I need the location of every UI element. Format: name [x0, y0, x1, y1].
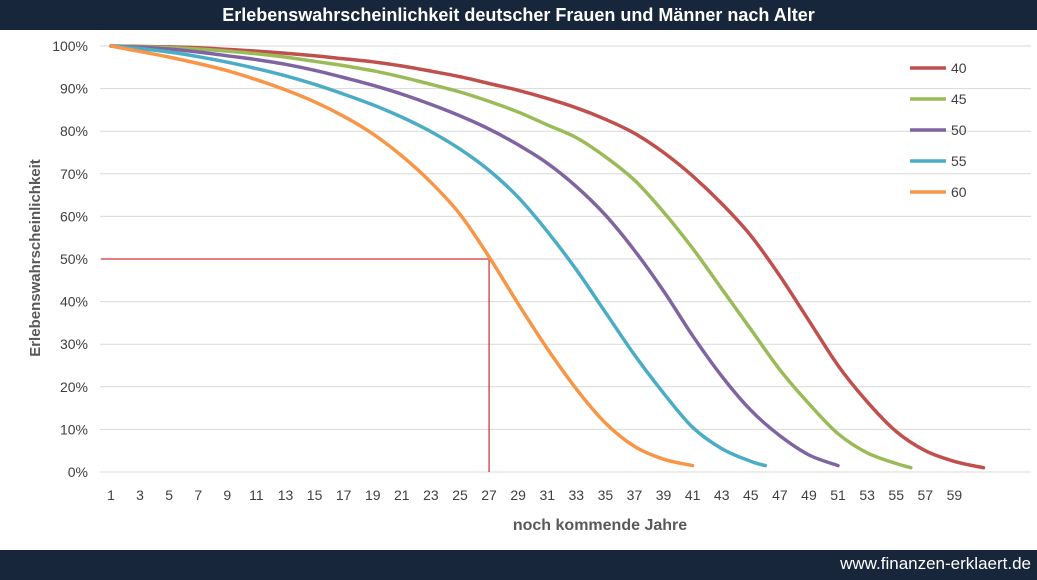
- x-tick-label: 57: [918, 487, 934, 503]
- footer-bar: www.finanzen-erklaert.de: [0, 550, 1037, 580]
- y-axis-label: Erlebenswahrscheinlichkeit: [27, 159, 44, 357]
- x-tick-label: 21: [394, 487, 410, 503]
- x-tick-label: 5: [165, 487, 173, 503]
- legend-label-60: 60: [951, 184, 967, 200]
- y-tick-label: 60%: [60, 208, 88, 224]
- y-tick-label: 80%: [60, 123, 88, 139]
- x-tick-label: 23: [423, 487, 439, 503]
- x-tick-label: 51: [830, 487, 846, 503]
- x-tick-label: 55: [888, 487, 904, 503]
- legend: 40 45 50 55 60: [910, 60, 967, 200]
- y-tick-label: 70%: [60, 166, 88, 182]
- x-tick-label: 37: [627, 487, 643, 503]
- y-tick-label: 40%: [60, 294, 88, 310]
- y-tick-label: 0%: [68, 464, 88, 480]
- x-tick-label: 39: [656, 487, 672, 503]
- series-line-55: [109, 44, 768, 468]
- y-tick-label: 30%: [60, 336, 88, 352]
- y-tick-label: 10%: [60, 421, 88, 437]
- legend-label-50: 50: [951, 122, 967, 138]
- x-axis-ticks: 1 3 5 7 9 11 13 15 17 19 21 23 25 27 29 31 33 35 37 39 41 43 4…: [107, 487, 962, 503]
- x-tick-label: 31: [539, 487, 555, 503]
- chart-title-bar: Erlebenswahrscheinlichkeit deutscher Fra…: [0, 0, 1037, 30]
- y-tick-label: 20%: [60, 379, 88, 395]
- legend-label-45: 45: [951, 91, 967, 107]
- x-axis-label: noch kommende Jahre: [513, 517, 687, 534]
- x-tick-label: 11: [249, 487, 264, 503]
- x-tick-label: 41: [685, 487, 701, 503]
- x-tick-label: 19: [365, 487, 381, 503]
- reference-lines: [101, 258, 490, 472]
- y-tick-label: 90%: [60, 81, 88, 97]
- legend-label-55: 55: [951, 153, 967, 169]
- x-tick-label: 29: [510, 487, 526, 503]
- x-tick-label: 35: [598, 487, 614, 503]
- x-tick-label: 47: [772, 487, 788, 503]
- series-line-45: [109, 44, 913, 470]
- x-tick-label: 7: [194, 487, 202, 503]
- x-tick-label: 33: [569, 487, 585, 503]
- x-tick-label: 3: [136, 487, 144, 503]
- y-tick-label: 50%: [60, 251, 88, 267]
- x-tick-label: 43: [714, 487, 730, 503]
- series-line-40: [109, 44, 986, 470]
- x-tick-label: 9: [223, 487, 231, 503]
- x-tick-label: 45: [743, 487, 759, 503]
- x-tick-label: 25: [452, 487, 468, 503]
- x-tick-label: 27: [481, 487, 497, 503]
- website-link[interactable]: www.finanzen-erklaert.de: [840, 554, 1031, 573]
- x-tick-label: 15: [307, 487, 323, 503]
- chart-title: Erlebenswahrscheinlichkeit deutscher Fra…: [222, 4, 815, 25]
- x-tick-label: 13: [278, 487, 294, 503]
- y-axis-ticks: 0% 10% 20% 30% 40% 50% 60% 70% 80% 90% 100%: [52, 38, 88, 480]
- series-line-60: [109, 44, 695, 468]
- x-tick-label: 17: [336, 487, 352, 503]
- x-tick-label: 1: [107, 487, 115, 503]
- series-lines: [109, 44, 986, 470]
- legend-label-40: 40: [951, 60, 967, 76]
- series-line-50: [109, 44, 840, 468]
- x-tick-label: 59: [947, 487, 963, 503]
- x-tick-label: 49: [801, 487, 817, 503]
- x-tick-label: 53: [859, 487, 875, 503]
- y-tick-label: 100%: [52, 38, 88, 54]
